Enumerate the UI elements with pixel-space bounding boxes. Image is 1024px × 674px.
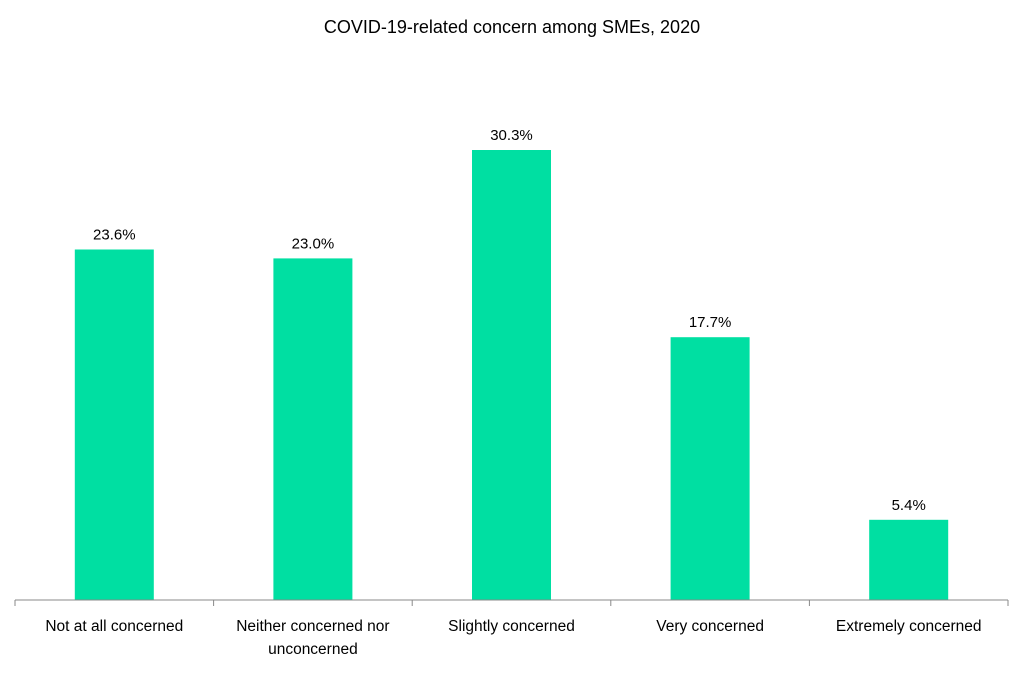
x-axis	[14, 599, 1009, 606]
x-tick-label-2-line-1: Neither concerned nor	[236, 618, 389, 635]
x-tick-label-1: Not at all concerned	[45, 618, 183, 635]
x-tick-label-4: Very concerned	[656, 618, 764, 635]
bar-5	[869, 519, 949, 600]
data-label-2: 23.0%	[292, 235, 335, 252]
bar-1	[74, 249, 154, 600]
data-label-4: 17.7%	[689, 314, 732, 331]
bar-2	[273, 258, 353, 600]
bars-layer	[74, 150, 949, 600]
x-tick-labels: Not at all concerned Neither concerned no…	[45, 618, 981, 658]
bar-4	[670, 337, 750, 600]
x-tick-label-5: Extremely concerned	[836, 618, 982, 635]
bar-3	[472, 150, 551, 600]
x-tick-label-2-line-2: unconcerned	[268, 641, 358, 658]
data-label-3: 30.3%	[490, 127, 533, 144]
data-label-1: 23.6%	[93, 227, 136, 244]
data-label-5: 5.4%	[892, 497, 926, 514]
chart-title: COVID-19-related concern among SMEs, 202…	[324, 17, 700, 37]
data-labels-layer: 23.6% 23.0% 30.3% 17.7% 5.4%	[93, 127, 926, 514]
x-tick-label-3: Slightly concerned	[448, 618, 575, 635]
